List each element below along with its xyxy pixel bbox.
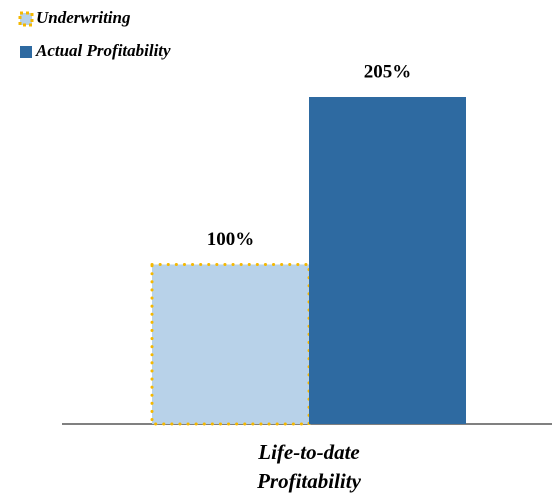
legend-swatch: [20, 46, 32, 58]
legend-label: Underwriting: [36, 8, 131, 27]
legend-swatch: [18, 11, 34, 27]
legend-label: Actual Profitability: [35, 41, 171, 60]
x-tick-label: Life-to-date Profitability: [257, 440, 361, 493]
data-label: 205%: [364, 61, 412, 82]
bar: [150, 262, 311, 426]
data-label: 100%: [207, 229, 255, 250]
bar: [309, 97, 466, 424]
